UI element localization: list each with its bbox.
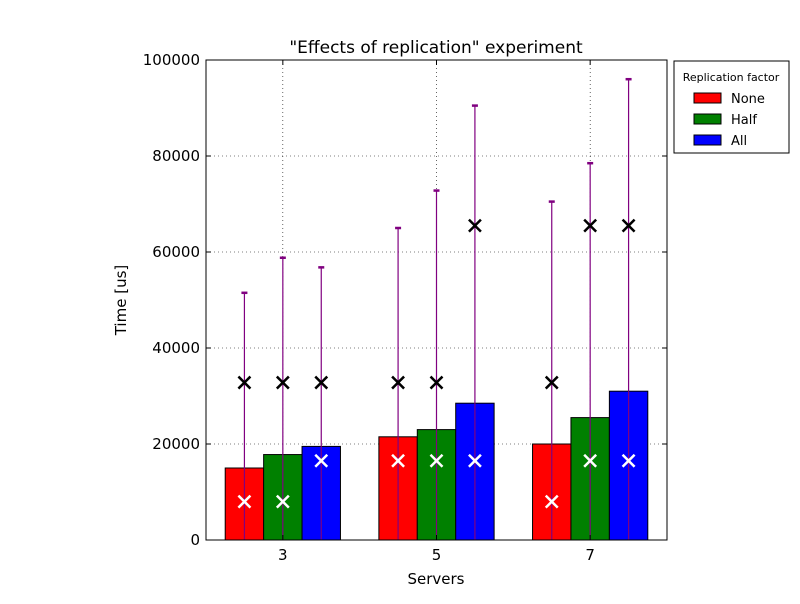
marker-low-all-3-stroke-b bbox=[314, 453, 329, 468]
marker-low-none-3-stroke-b bbox=[237, 494, 252, 509]
marker-low-all-5-stroke-b bbox=[468, 453, 482, 468]
marker-high-all-3 bbox=[314, 375, 329, 390]
axis-ticks: 0 20000 40000 60000 80000 100000 3 5 7 bbox=[143, 51, 667, 564]
legend-box bbox=[673, 60, 790, 154]
marker-high-half-7-stroke-b bbox=[583, 218, 598, 233]
y-tick-label: 60000 bbox=[152, 243, 200, 261]
marker-low-half-3 bbox=[275, 494, 290, 509]
x-tick-label: 7 bbox=[585, 546, 595, 564]
legend-label-none: None bbox=[731, 92, 765, 107]
marker-high-none-3 bbox=[237, 375, 252, 390]
marker-low-half-7 bbox=[583, 453, 598, 468]
x-tick-label: 3 bbox=[278, 546, 288, 564]
markers bbox=[237, 218, 636, 509]
marker-high-half-5 bbox=[429, 375, 444, 390]
marker-high-none-7 bbox=[544, 375, 559, 390]
marker-low-all-7 bbox=[621, 453, 636, 468]
marker-low-all-5 bbox=[468, 453, 482, 468]
marker-high-half-3 bbox=[275, 375, 290, 390]
marker-high-none-7-stroke-b bbox=[544, 375, 559, 390]
legend: Replication factor None Half All bbox=[673, 60, 790, 154]
legend-swatch-half bbox=[693, 113, 722, 125]
marker-high-all-5 bbox=[468, 218, 482, 233]
x-tick-label: 5 bbox=[432, 546, 442, 564]
y-tick-label: 20000 bbox=[152, 435, 200, 453]
marker-low-half-7-stroke-b bbox=[583, 453, 598, 468]
marker-high-half-7 bbox=[583, 218, 598, 233]
marker-high-none-5-stroke-b bbox=[391, 375, 405, 390]
marker-low-all-7-stroke-b bbox=[621, 453, 636, 468]
legend-swatch-none bbox=[693, 92, 722, 104]
marker-high-all-7 bbox=[621, 218, 636, 233]
marker-low-none-3 bbox=[237, 494, 252, 509]
marker-high-none-5 bbox=[391, 375, 405, 390]
marker-high-all-3-stroke-b bbox=[314, 375, 329, 390]
marker-low-none-7 bbox=[544, 494, 559, 509]
marker-high-all-5-stroke-b bbox=[468, 218, 482, 233]
marker-low-none-7-stroke-b bbox=[544, 494, 559, 509]
y-tick-label: 80000 bbox=[152, 147, 200, 165]
legend-swatch-all bbox=[693, 134, 722, 146]
marker-low-half-5 bbox=[429, 453, 444, 468]
marker-low-all-3 bbox=[314, 453, 329, 468]
marker-low-half-3-stroke-b bbox=[275, 494, 290, 509]
error-bars bbox=[241, 77, 632, 540]
legend-label-all: All bbox=[731, 134, 747, 149]
marker-low-half-5-stroke-b bbox=[429, 453, 444, 468]
marker-low-none-5-stroke-b bbox=[391, 453, 405, 468]
marker-low-none-5 bbox=[391, 453, 405, 468]
y-tick-label: 40000 bbox=[152, 339, 200, 357]
y-tick-label: 0 bbox=[190, 531, 200, 549]
marker-high-all-7-stroke-b bbox=[621, 218, 636, 233]
chart-title: "Effects of replication" experiment bbox=[289, 38, 583, 58]
legend-title: Replication factor bbox=[683, 71, 780, 84]
legend-items: None Half All bbox=[693, 92, 765, 149]
x-axis-label: Servers bbox=[407, 570, 464, 588]
legend-label-half: Half bbox=[731, 113, 757, 128]
marker-high-none-3-stroke-b bbox=[237, 375, 252, 390]
marker-high-half-5-stroke-b bbox=[429, 375, 444, 390]
marker-high-half-3-stroke-b bbox=[275, 375, 290, 390]
y-axis-label: Time [us] bbox=[112, 265, 130, 337]
y-tick-label: 100000 bbox=[143, 51, 200, 69]
